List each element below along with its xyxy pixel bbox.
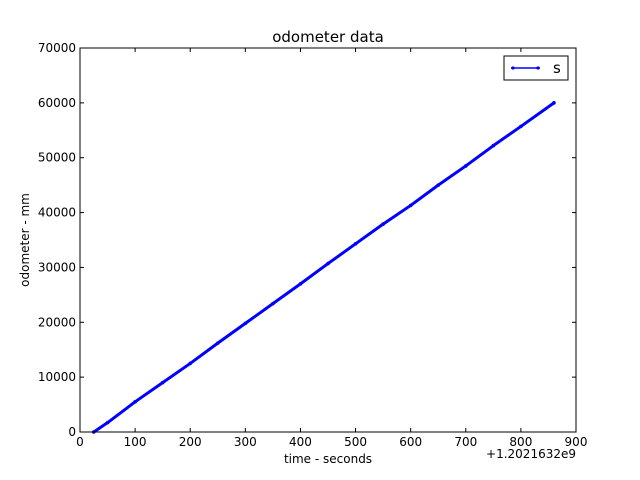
data-point-s-7 bbox=[271, 301, 275, 306]
x-tick-label-600: 600 bbox=[399, 435, 422, 449]
data-point-s-10 bbox=[353, 242, 358, 246]
x-tick-label-100: 100 bbox=[124, 435, 147, 449]
data-point-s-4 bbox=[188, 361, 193, 366]
y-tick-label-40000: 40000 bbox=[38, 206, 76, 220]
data-point-s-8 bbox=[298, 282, 303, 286]
data-point-s-12 bbox=[408, 203, 413, 208]
data-point-s-17 bbox=[552, 101, 556, 105]
data-point-s-15 bbox=[491, 143, 496, 148]
chart-title: odometer data bbox=[272, 28, 384, 46]
x-tick-label-700: 700 bbox=[454, 435, 477, 449]
x-tick-label-0: 0 bbox=[76, 435, 84, 449]
y-tick-label-20000: 20000 bbox=[38, 315, 76, 329]
legend-marker-left bbox=[511, 66, 515, 70]
y-tick-label-30000: 30000 bbox=[38, 260, 76, 274]
data-point-s-16 bbox=[519, 124, 523, 129]
x-tick-label-800: 800 bbox=[509, 435, 532, 449]
y-tick-label-50000: 50000 bbox=[38, 151, 76, 165]
legend-marker-right bbox=[536, 66, 540, 70]
legend: s bbox=[503, 55, 569, 81]
x-tick-label-200: 200 bbox=[179, 435, 202, 449]
y-tick-label-60000: 60000 bbox=[38, 96, 76, 110]
data-point-s-2 bbox=[133, 400, 137, 404]
x-tick-label-300: 300 bbox=[234, 435, 257, 449]
x-tick-label-900: 900 bbox=[565, 435, 588, 449]
data-point-s-13 bbox=[436, 183, 441, 187]
data-point-s-5 bbox=[215, 341, 220, 345]
data-point-s-9 bbox=[326, 261, 330, 266]
series-line-s bbox=[92, 101, 556, 434]
data-point-s-3 bbox=[160, 380, 165, 385]
y-tick-label-70000: 70000 bbox=[38, 41, 76, 55]
y-tick-label-0: 0 bbox=[68, 425, 76, 439]
plot-area bbox=[91, 101, 556, 434]
axes-frame bbox=[79, 47, 577, 433]
x-tick-label-500: 500 bbox=[344, 435, 367, 449]
data-point-s-14 bbox=[463, 164, 468, 168]
x-tick-label-400: 400 bbox=[289, 435, 312, 449]
data-point-s-11 bbox=[381, 222, 385, 226]
x-axis-label: time - seconds bbox=[284, 452, 372, 466]
legend-label-s: s bbox=[553, 59, 561, 77]
y-tick-label-10000: 10000 bbox=[38, 370, 76, 384]
data-point-s-1 bbox=[105, 420, 110, 425]
y-axis-label: odometer - mm bbox=[18, 193, 32, 287]
axes: 0 100 200 300 400 500 600 700 800 900 0 10000 20000 3… bbox=[38, 41, 588, 449]
x-axis-offset-label: +1.2021632e9 bbox=[486, 447, 576, 461]
data-point-s-6 bbox=[243, 321, 248, 326]
